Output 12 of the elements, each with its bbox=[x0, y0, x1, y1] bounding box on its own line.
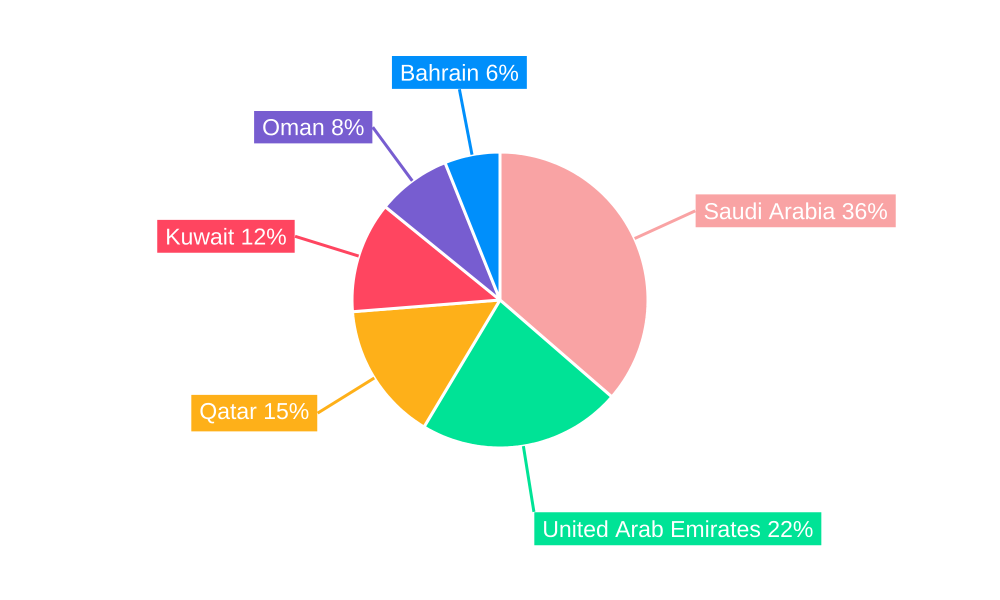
slice-label: United Arab Emirates bbox=[544, 520, 760, 538]
slice-label: Qatar bbox=[200, 402, 256, 424]
data-label: 8% bbox=[332, 119, 364, 136]
data-label: 22% bbox=[768, 520, 813, 538]
data-label: 6% bbox=[486, 64, 518, 81]
data-label: 12% bbox=[242, 228, 286, 245]
slice-label: Bahrain bbox=[402, 64, 478, 81]
data-label: 15% bbox=[264, 403, 308, 420]
data-label: 36% bbox=[842, 203, 887, 220]
slice-label: Kuwait bbox=[167, 228, 234, 245]
slice-label: Saudi Arabia bbox=[704, 202, 836, 220]
slice-label: Oman bbox=[263, 119, 324, 136]
